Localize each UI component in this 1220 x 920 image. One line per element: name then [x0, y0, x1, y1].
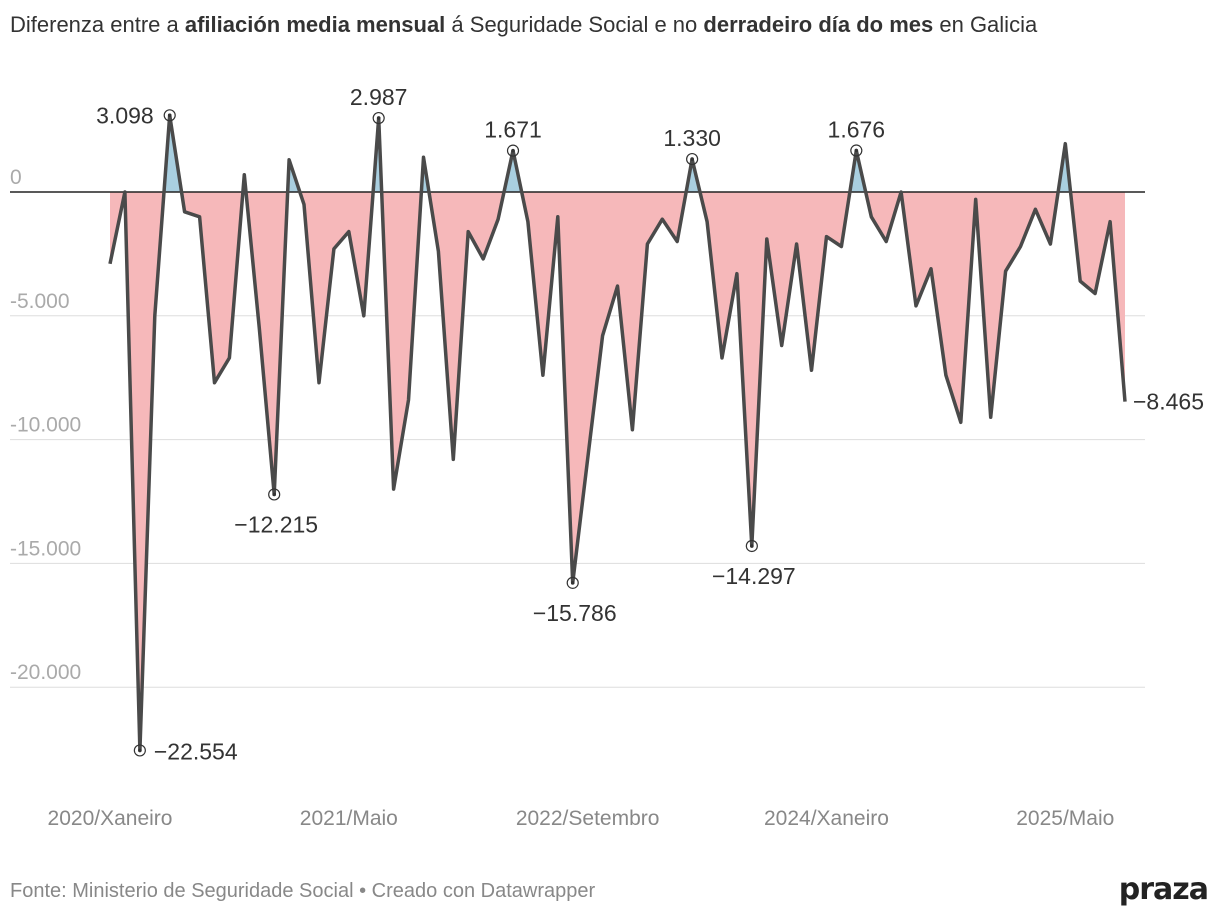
x-tick-label: 2020/Xaneiro	[48, 807, 173, 830]
negative-area	[110, 192, 1125, 751]
title-text-1: Diferenza entre a	[10, 12, 185, 37]
annotation-dot	[138, 748, 142, 753]
y-tick-label: -5.000	[10, 290, 70, 313]
annotation-marker	[163, 109, 176, 122]
annotation-marker	[268, 488, 281, 501]
credit-text: Creado con Datawrapper	[371, 880, 596, 902]
annotation-marker	[850, 144, 863, 157]
data-label: 1.330	[663, 125, 721, 151]
annotation-marker	[133, 744, 146, 757]
x-tick-label: 2022/Setembro	[516, 807, 660, 830]
y-tick-label: -10.000	[10, 414, 81, 437]
source-text: Fonte: Ministerio de Seguridade Social	[10, 880, 354, 902]
annotation-dot	[570, 581, 575, 585]
annotation-dot	[167, 113, 172, 118]
chart-footer: Fonte: Ministerio de Seguridade Social •…	[10, 880, 595, 903]
x-tick-label: 2021/Maio	[300, 807, 398, 830]
title-text-3: en Galicia	[933, 12, 1038, 37]
title-text-2: á Seguridade Social e no	[445, 12, 704, 37]
annotation-marker	[566, 576, 579, 589]
annotation-marker	[372, 111, 385, 125]
annotation-dot	[690, 157, 694, 161]
data-label: −22.554	[154, 738, 238, 764]
annotation-dot	[511, 148, 515, 153]
annotation-marker	[745, 539, 758, 553]
data-label: 2.987	[350, 84, 408, 110]
x-tick-label: 2025/Maio	[1016, 807, 1114, 830]
annotation-marker	[686, 152, 699, 166]
annotation-marker	[506, 144, 520, 157]
data-label: −15.786	[533, 600, 617, 626]
annotation-dot	[272, 492, 276, 497]
annotation-dot	[750, 544, 754, 548]
series-line	[108, 113, 1127, 753]
data-label: −12.215	[234, 511, 318, 537]
data-label: 1.671	[484, 117, 542, 143]
praza-logo: praza	[1118, 872, 1209, 907]
data-label: −8.465	[1133, 389, 1204, 415]
footer-separator: •	[359, 880, 367, 902]
title-bold-2: derradeiro día do mes	[703, 12, 934, 37]
data-label: −14.297	[712, 563, 796, 589]
chart-title: Diferenza entre a afiliación media mensu…	[10, 12, 1037, 38]
data-label: 1.676	[828, 117, 886, 143]
y-tick-label: -20.000	[10, 661, 81, 684]
annotation-dot	[854, 148, 859, 153]
data-label: 3.098	[96, 102, 154, 128]
y-tick-label: -15.000	[10, 537, 81, 560]
y-tick-label: 0	[10, 166, 22, 189]
title-bold-1: afiliación media mensual	[184, 12, 446, 37]
x-tick-label: 2024/Xaneiro	[764, 807, 889, 830]
annotation-dot	[376, 116, 381, 120]
positive-area	[163, 115, 1071, 192]
